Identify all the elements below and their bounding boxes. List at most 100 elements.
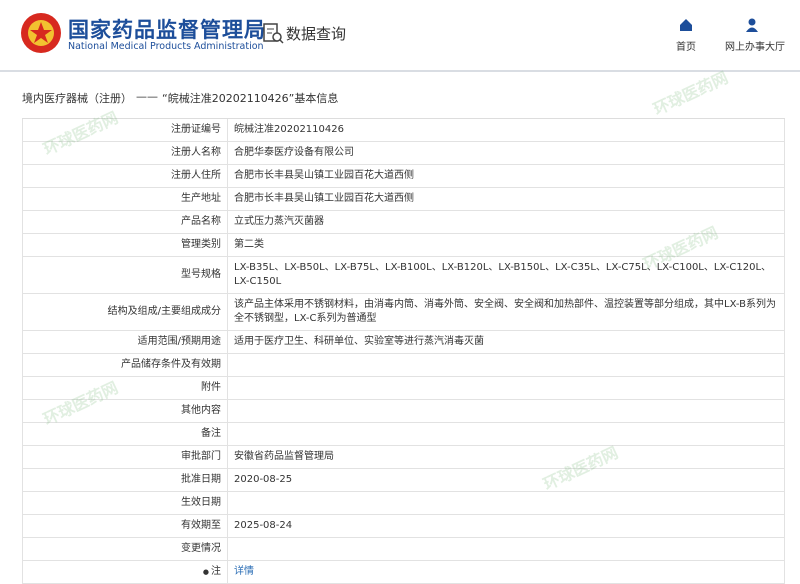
value-text: 合肥市长丰县吴山镇工业园百花大道西侧 [234,193,414,204]
row-value: 2025-08-24 [228,515,785,537]
label-text: 附件 [201,382,221,393]
table-row: 型号规格 LX-B35L、LX-B50L、LX-B75L、LX-B100L、LX-… [22,257,785,294]
header-rule [0,70,800,72]
table-row: 注册人名称 合肥华泰医疗设备有限公司 [22,142,785,165]
section-title: 数据查询 [286,25,347,43]
value-text: 皖械注准20202110426 [234,124,344,135]
emblem [21,13,61,53]
row-label: 产品储存条件及有效期 [22,354,228,376]
row-value: LX-B35L、LX-B50L、LX-B75L、LX-B100L、LX-B120… [228,257,785,293]
row-label: 结构及组成/主要组成成分 [22,294,228,330]
label-text: 生效日期 [181,497,221,508]
label-text: 产品储存条件及有效期 [121,359,221,370]
label-text: 变更情况 [181,543,221,554]
row-value: 第二类 [228,234,785,256]
row-label: ● 注 [22,561,228,583]
user-icon[interactable] [745,18,759,32]
table-row: 有效期至 2025-08-24 [22,515,785,538]
row-label: 生产地址 [22,188,228,210]
table-row: 产品名称 立式压力蒸汽灭菌器 [22,211,785,234]
detail-link[interactable]: 详情 [234,566,254,577]
label-text: 注册证编号 [171,124,221,135]
table-row: 变更情况 [22,538,785,561]
table-row: 产品储存条件及有效期 [22,354,785,377]
value-text: 安徽省药品监督管理局 [234,451,334,462]
table-row: 注册证编号 皖械注准20202110426 [22,119,785,142]
label-text: 适用范围/预期用途 [137,336,221,347]
label-text: 有效期至 [181,520,221,531]
value-text: 合肥市长丰县吴山镇工业园百花大道西侧 [234,170,414,181]
row-label: 批准日期 [22,469,228,491]
breadcrumb-record: “皖械注准20202110426”基本信息 [162,92,339,105]
value-text: 2025-08-24 [234,520,293,531]
row-value [228,423,785,445]
row-value: 合肥华泰医疗设备有限公司 [228,142,785,164]
watermark: 环球医药网 [650,67,731,119]
breadcrumb: 境内医疗器械（注册） —— “皖械注准20202110426”基本信息 [22,90,338,106]
site-title: 国家药品监督管理局 [68,18,266,42]
table-row: 注册人住所 合肥市长丰县吴山镇工业园百花大道西侧 [22,165,785,188]
row-label: 有效期至 [22,515,228,537]
label-text: 管理类别 [181,239,221,250]
table-row: 结构及组成/主要组成成分 该产品主体采用不锈钢材料，由消毒内筒、消毒外筒、安全阀、… [22,294,785,331]
label-text: 批准日期 [181,474,221,485]
row-label: 审批部门 [22,446,228,468]
table-row: 生产地址 合肥市长丰县吴山镇工业园百花大道西侧 [22,188,785,211]
value-text: 立式压力蒸汽灭菌器 [234,216,324,227]
row-value [228,377,785,399]
row-label: 其他内容 [22,400,228,422]
row-value [228,492,785,514]
row-value: 合肥市长丰县吴山镇工业园百花大道西侧 [228,188,785,210]
breadcrumb-category: 境内医疗器械（注册） [22,92,132,105]
home-icon[interactable] [679,18,693,32]
label-text: 注册人名称 [171,147,221,158]
label-text: 型号规格 [181,269,221,280]
row-value [228,400,785,422]
site-subtitle: National Medical Products Administration [68,41,264,52]
row-label: 变更情况 [22,538,228,560]
breadcrumb-separator: —— [136,90,158,103]
row-value: 立式压力蒸汽灭菌器 [228,211,785,233]
table-row: 生效日期 [22,492,785,515]
nav-hall[interactable]: 网上办事大厅 [725,42,785,53]
value-text: 合肥华泰医疗设备有限公司 [234,147,354,158]
label-text: 审批部门 [181,451,221,462]
row-label: 产品名称 [22,211,228,233]
label-text: 备注 [201,428,221,439]
row-label: 附件 [22,377,228,399]
value-text: 适用于医疗卫生、科研单位、实验室等进行蒸汽消毒灭菌 [234,336,484,347]
row-value: 合肥市长丰县吴山镇工业园百花大道西侧 [228,165,785,187]
row-label: 注册人名称 [22,142,228,164]
row-label: 注册证编号 [22,119,228,141]
pin-icon: ● [202,568,209,576]
table-row: 管理类别 第二类 [22,234,785,257]
row-value [228,354,785,376]
row-label: 型号规格 [22,257,228,293]
label-text: 生产地址 [181,193,221,204]
row-value: 安徽省药品监督管理局 [228,446,785,468]
label-text: 结构及组成/主要组成成分 [107,306,221,317]
nav-home[interactable]: 首页 [676,42,696,53]
row-value [228,538,785,560]
label-text: 其他内容 [181,405,221,416]
row-value: 皖械注准20202110426 [228,119,785,141]
table-row: 适用范围/预期用途 适用于医疗卫生、科研单位、实验室等进行蒸汽消毒灭菌 [22,331,785,354]
row-label: 管理类别 [22,234,228,256]
table-row: 其他内容 [22,400,785,423]
table-row: 审批部门 安徽省药品监督管理局 [22,446,785,469]
search-icon [263,23,284,44]
row-label: 注册人住所 [22,165,228,187]
detail-table: 注册证编号 皖械注准20202110426 注册人名称 合肥华泰医疗设备有限公司 注册人… [22,118,785,584]
row-label: 适用范围/预期用途 [22,331,228,353]
label-text: 注册人住所 [171,170,221,181]
page: 国家药品监督管理局 National Medical Products Admi… [0,13,800,584]
table-row: 批准日期 2020-08-25 [22,469,785,492]
value-text: LX-B35L、LX-B50L、LX-B75L、LX-B100L、LX-B120… [234,262,772,287]
row-value: 2020-08-25 [228,469,785,491]
row-value: 适用于医疗卫生、科研单位、实验室等进行蒸汽消毒灭菌 [228,331,785,353]
table-row: 备注 [22,423,785,446]
row-value: 详情 [228,561,785,583]
value-text: 第二类 [234,239,264,250]
table-row: 附件 [22,377,785,400]
value-text: 2020-08-25 [234,474,293,485]
